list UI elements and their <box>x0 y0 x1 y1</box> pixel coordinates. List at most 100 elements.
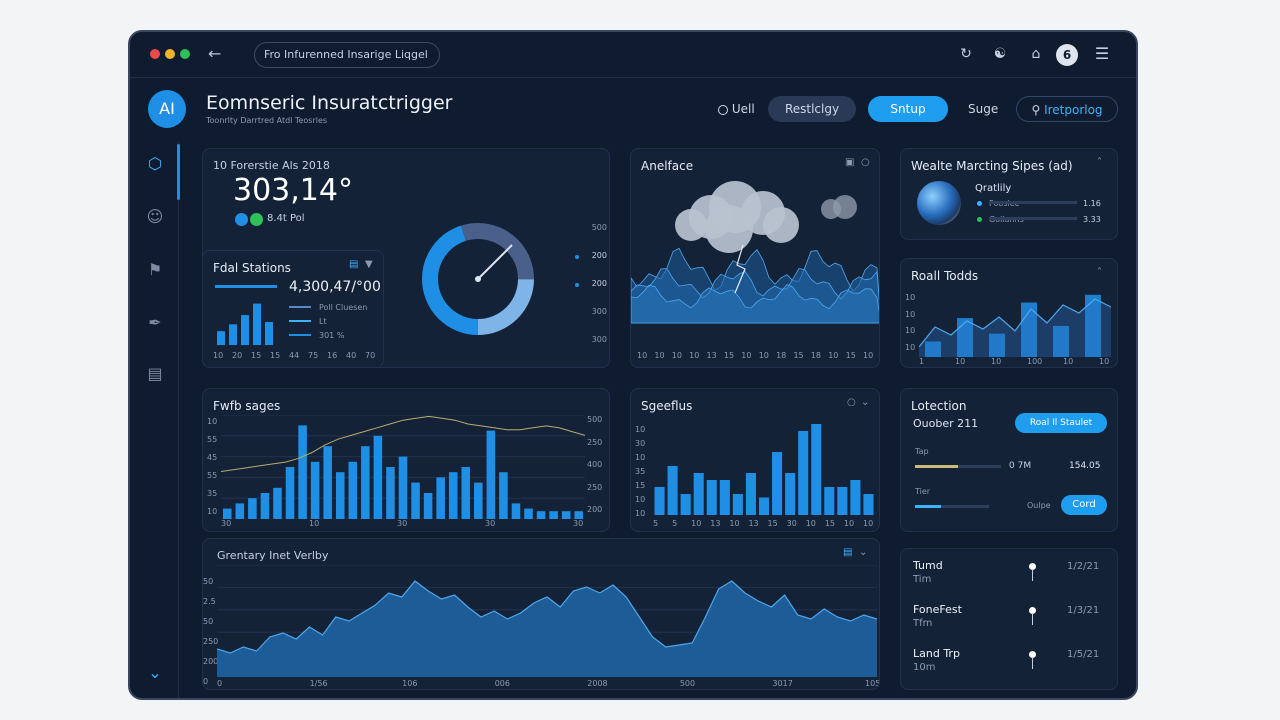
axis-tick-label: 10 <box>309 519 320 528</box>
menu-icon[interactable]: ☰ <box>1094 44 1110 63</box>
axis-tick-label: 1 <box>919 357 925 366</box>
blue-status-icon <box>235 213 248 226</box>
axis-tick-label: 35 <box>207 489 218 498</box>
axis-tick-label: 10 <box>805 519 816 528</box>
location-slider-track[interactable] <box>915 465 1001 468</box>
filter-icon[interactable]: ▼ <box>365 259 373 270</box>
flow-bar <box>499 472 508 519</box>
trash-icon[interactable]: ☯ <box>993 46 1007 62</box>
location-card: Lotection Ouober 211 Roal Il Staulet Tap… <box>900 388 1118 532</box>
variety-line <box>217 580 877 654</box>
cloud-puff <box>833 195 857 219</box>
fetal-bar-chart <box>217 303 273 345</box>
flow-bar <box>348 461 358 519</box>
minimize-dot[interactable] <box>165 49 175 59</box>
axis-tick-label: 10 <box>207 417 218 426</box>
axis-tick-label: 50 <box>203 577 214 586</box>
axis-tick-label: 55 <box>207 435 218 444</box>
flow-card: Fwfb sages 10 55 45 55 35 10 500 250 400 250 200 … <box>202 388 610 532</box>
flow-bar <box>248 498 257 519</box>
flow-bar <box>524 508 533 519</box>
chevron-down-icon[interactable]: ⌄ <box>859 547 868 558</box>
axis-tick-label: 0 <box>217 679 223 688</box>
location-slider-fill <box>915 465 958 468</box>
variety-y-axis: 50 2.5 50 250 200 0 <box>203 577 218 687</box>
pin-icon <box>1029 563 1036 570</box>
timeline-item[interactable]: Land Trp 10m 1/5/21 <box>901 647 1117 687</box>
home-icon[interactable]: ⌂ <box>1031 46 1041 62</box>
location-confirm-button[interactable]: Cord <box>1061 495 1107 515</box>
flow-bar <box>474 482 483 519</box>
axis-tick-label: 10 <box>991 357 1002 366</box>
axis-tick-label: 10 <box>207 507 218 516</box>
spectrum-chart <box>654 424 874 515</box>
roll-bar <box>989 333 1005 357</box>
legend-swatch <box>289 334 311 336</box>
location-row1-label: Tap <box>915 447 929 456</box>
chevron-down-icon[interactable]: ⌄ <box>148 663 162 682</box>
close-dot[interactable] <box>150 49 160 59</box>
axis-tick-label: 10 <box>691 519 702 528</box>
nav-item-uell-label: Uell <box>731 102 755 116</box>
chevron-down-icon[interactable]: ⌄ <box>861 397 870 408</box>
document-icon[interactable]: ▤ <box>147 364 163 383</box>
maximize-dot[interactable] <box>180 49 190 59</box>
spectrum-bar <box>654 487 665 515</box>
axis-tick-label: 10 <box>635 509 646 518</box>
nav-item-uell[interactable]: Uell <box>718 96 755 122</box>
flow-bar <box>561 511 571 519</box>
chart-icon[interactable]: ▤ <box>349 259 359 270</box>
axis-tick-label: 10 <box>729 519 740 528</box>
axis-tick-label: 20 <box>232 351 243 360</box>
gauge-chart <box>422 223 534 335</box>
flow-y-axis-right: 500 250 400 250 200 <box>587 415 607 515</box>
axis-tick-label: 500 <box>587 415 603 424</box>
weather-card: Anelface ▣ ○ 10 10 10 10 13 15 10 10 18 15 18 10 15 1… <box>630 148 880 368</box>
feather-icon[interactable]: ✒ <box>148 313 162 332</box>
timeline-title: Land Trp <box>913 647 960 660</box>
axis-tick-label: 2.5 <box>203 597 216 606</box>
location-slider-track[interactable] <box>915 505 989 508</box>
spectrum-bar <box>706 480 717 515</box>
spectrum-bar <box>745 473 756 515</box>
back-arrow-icon[interactable]: ← <box>208 44 222 63</box>
address-bar[interactable]: Fro Infurenned Insarige Liqgel <box>254 42 440 68</box>
axis-tick-label: 10 <box>905 293 916 302</box>
chevron-up-icon[interactable]: ˄ <box>1097 267 1102 278</box>
flow-bar <box>536 511 546 519</box>
nav-button-restlclgy[interactable]: Restlclgy <box>768 96 856 122</box>
gauge-label: 200 <box>591 279 607 288</box>
axis-tick-label: 400 <box>587 460 603 469</box>
stages-row-value: 3.33 <box>1083 215 1101 224</box>
axis-tick-label: 35 <box>635 467 646 476</box>
roll-line <box>919 298 1111 348</box>
axis-tick-label: 10 <box>635 495 646 504</box>
expand-icon[interactable]: ▣ <box>845 157 855 168</box>
nav-button-sntup[interactable]: Sntup <box>868 96 948 122</box>
axis-tick-label: 30 <box>635 439 646 448</box>
timeline-item[interactable]: Tumd Tim 1/2/21 <box>901 559 1117 599</box>
user-icon[interactable]: ☺ <box>146 207 164 226</box>
weather-title: Anelface <box>641 159 694 173</box>
shield-icon[interactable]: ⬡ <box>148 154 162 173</box>
location-row2-hint: Oulpe <box>1027 501 1051 510</box>
circle-icon[interactable]: ○ <box>847 397 856 408</box>
axis-tick-label: 15 <box>723 351 735 360</box>
stages-card: Wealte Marcting Sipes (ad) ˄ Qratlily Po… <box>900 148 1118 240</box>
sidebar-active-indicator <box>177 144 180 200</box>
settings-icon[interactable]: ○ <box>861 157 870 168</box>
chart-icon[interactable]: ▤ <box>843 547 853 558</box>
nav-item-suge[interactable]: Suge <box>968 102 999 116</box>
chevron-up-icon[interactable]: ˄ <box>1097 157 1102 168</box>
timeline-item[interactable]: FoneFest Tfm 1/3/21 <box>901 603 1117 643</box>
sync-icon[interactable]: ↻ <box>960 46 972 62</box>
status-dot-icon <box>977 201 982 206</box>
axis-tick-label: 10 <box>1099 357 1110 366</box>
location-status-button[interactable]: Roal Il Staulet <box>1015 413 1107 433</box>
axis-tick-label: 10 <box>213 351 224 360</box>
search-button[interactable]: ⚲ Iretporlog <box>1016 96 1118 122</box>
helmet-icon[interactable]: ⚑ <box>147 260 163 279</box>
axis-tick-label: 10 <box>955 357 966 366</box>
fetal-bar <box>265 322 273 345</box>
profile-avatar[interactable]: 6 <box>1056 44 1078 66</box>
